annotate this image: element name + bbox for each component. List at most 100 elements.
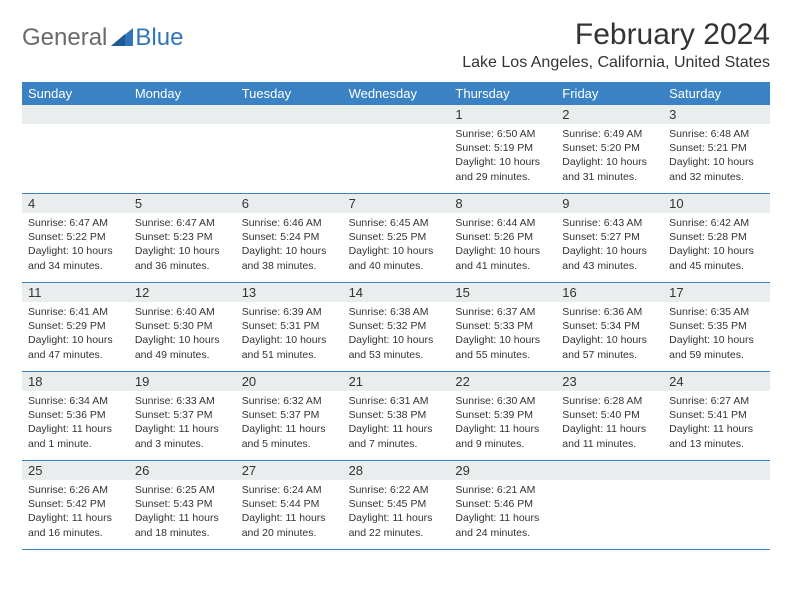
calendar-cell: 10Sunrise: 6:42 AMSunset: 5:28 PMDayligh…: [663, 194, 770, 282]
calendar-cell: 7Sunrise: 6:45 AMSunset: 5:25 PMDaylight…: [343, 194, 450, 282]
day-detail: Sunrise: 6:21 AMSunset: 5:46 PMDaylight:…: [449, 480, 556, 546]
day-number: 4: [22, 194, 129, 213]
day-header: Wednesday: [343, 82, 450, 105]
day-number: 25: [22, 461, 129, 480]
day-number: 15: [449, 283, 556, 302]
daylight-text: Daylight: 10 hours and 59 minutes.: [669, 333, 764, 361]
sunset-text: Sunset: 5:33 PM: [455, 319, 550, 333]
day-number: 22: [449, 372, 556, 391]
day-detail: Sunrise: 6:46 AMSunset: 5:24 PMDaylight:…: [236, 213, 343, 279]
day-detail: Sunrise: 6:43 AMSunset: 5:27 PMDaylight:…: [556, 213, 663, 279]
day-number: [129, 105, 236, 124]
sunset-text: Sunset: 5:41 PM: [669, 408, 764, 422]
daylight-text: Daylight: 10 hours and 36 minutes.: [135, 244, 230, 272]
calendar-cell: 26Sunrise: 6:25 AMSunset: 5:43 PMDayligh…: [129, 461, 236, 549]
day-detail: Sunrise: 6:36 AMSunset: 5:34 PMDaylight:…: [556, 302, 663, 368]
sunrise-text: Sunrise: 6:24 AM: [242, 483, 337, 497]
sunset-text: Sunset: 5:22 PM: [28, 230, 123, 244]
daylight-text: Daylight: 11 hours and 7 minutes.: [349, 422, 444, 450]
day-number: 11: [22, 283, 129, 302]
day-detail: Sunrise: 6:45 AMSunset: 5:25 PMDaylight:…: [343, 213, 450, 279]
sunrise-text: Sunrise: 6:49 AM: [562, 127, 657, 141]
day-number: 19: [129, 372, 236, 391]
calendar-cell: 18Sunrise: 6:34 AMSunset: 5:36 PMDayligh…: [22, 372, 129, 460]
day-number: 24: [663, 372, 770, 391]
calendar-cell: [22, 105, 129, 193]
sunset-text: Sunset: 5:30 PM: [135, 319, 230, 333]
daylight-text: Daylight: 10 hours and 57 minutes.: [562, 333, 657, 361]
sunset-text: Sunset: 5:19 PM: [455, 141, 550, 155]
sunrise-text: Sunrise: 6:43 AM: [562, 216, 657, 230]
day-detail: Sunrise: 6:44 AMSunset: 5:26 PMDaylight:…: [449, 213, 556, 279]
daylight-text: Daylight: 10 hours and 53 minutes.: [349, 333, 444, 361]
calendar-cell: 4Sunrise: 6:47 AMSunset: 5:22 PMDaylight…: [22, 194, 129, 282]
day-number: 18: [22, 372, 129, 391]
day-detail: Sunrise: 6:38 AMSunset: 5:32 PMDaylight:…: [343, 302, 450, 368]
day-number: 16: [556, 283, 663, 302]
daylight-text: Daylight: 11 hours and 3 minutes.: [135, 422, 230, 450]
calendar-row: 18Sunrise: 6:34 AMSunset: 5:36 PMDayligh…: [22, 372, 770, 461]
sunrise-text: Sunrise: 6:42 AM: [669, 216, 764, 230]
daylight-text: Daylight: 11 hours and 18 minutes.: [135, 511, 230, 539]
logo-triangle-icon: [111, 28, 133, 51]
calendar: SundayMondayTuesdayWednesdayThursdayFrid…: [22, 82, 770, 550]
sunrise-text: Sunrise: 6:27 AM: [669, 394, 764, 408]
calendar-cell: 1Sunrise: 6:50 AMSunset: 5:19 PMDaylight…: [449, 105, 556, 193]
title-block: February 2024 Lake Los Angeles, Californ…: [462, 18, 770, 72]
sunset-text: Sunset: 5:32 PM: [349, 319, 444, 333]
sunset-text: Sunset: 5:45 PM: [349, 497, 444, 511]
day-header: Sunday: [22, 82, 129, 105]
day-detail: Sunrise: 6:34 AMSunset: 5:36 PMDaylight:…: [22, 391, 129, 457]
sunset-text: Sunset: 5:46 PM: [455, 497, 550, 511]
day-number: 2: [556, 105, 663, 124]
sunset-text: Sunset: 5:40 PM: [562, 408, 657, 422]
calendar-row: 11Sunrise: 6:41 AMSunset: 5:29 PMDayligh…: [22, 283, 770, 372]
sunrise-text: Sunrise: 6:21 AM: [455, 483, 550, 497]
daylight-text: Daylight: 10 hours and 47 minutes.: [28, 333, 123, 361]
calendar-cell: 28Sunrise: 6:22 AMSunset: 5:45 PMDayligh…: [343, 461, 450, 549]
sunrise-text: Sunrise: 6:30 AM: [455, 394, 550, 408]
day-detail: Sunrise: 6:40 AMSunset: 5:30 PMDaylight:…: [129, 302, 236, 368]
sunset-text: Sunset: 5:24 PM: [242, 230, 337, 244]
daylight-text: Daylight: 10 hours and 31 minutes.: [562, 155, 657, 183]
sunset-text: Sunset: 5:37 PM: [135, 408, 230, 422]
calendar-cell: 27Sunrise: 6:24 AMSunset: 5:44 PMDayligh…: [236, 461, 343, 549]
calendar-cell: 20Sunrise: 6:32 AMSunset: 5:37 PMDayligh…: [236, 372, 343, 460]
day-detail: Sunrise: 6:49 AMSunset: 5:20 PMDaylight:…: [556, 124, 663, 190]
page-title: February 2024: [462, 18, 770, 52]
day-number: 10: [663, 194, 770, 213]
day-detail: Sunrise: 6:47 AMSunset: 5:23 PMDaylight:…: [129, 213, 236, 279]
daylight-text: Daylight: 11 hours and 22 minutes.: [349, 511, 444, 539]
day-detail: Sunrise: 6:37 AMSunset: 5:33 PMDaylight:…: [449, 302, 556, 368]
daylight-text: Daylight: 10 hours and 40 minutes.: [349, 244, 444, 272]
sunset-text: Sunset: 5:35 PM: [669, 319, 764, 333]
daylight-text: Daylight: 11 hours and 9 minutes.: [455, 422, 550, 450]
sunrise-text: Sunrise: 6:34 AM: [28, 394, 123, 408]
day-detail: Sunrise: 6:25 AMSunset: 5:43 PMDaylight:…: [129, 480, 236, 546]
day-detail: Sunrise: 6:26 AMSunset: 5:42 PMDaylight:…: [22, 480, 129, 546]
daylight-text: Daylight: 10 hours and 41 minutes.: [455, 244, 550, 272]
calendar-cell: 23Sunrise: 6:28 AMSunset: 5:40 PMDayligh…: [556, 372, 663, 460]
day-detail: Sunrise: 6:24 AMSunset: 5:44 PMDaylight:…: [236, 480, 343, 546]
sunrise-text: Sunrise: 6:26 AM: [28, 483, 123, 497]
sunset-text: Sunset: 5:31 PM: [242, 319, 337, 333]
sunrise-text: Sunrise: 6:39 AM: [242, 305, 337, 319]
calendar-cell: [129, 105, 236, 193]
calendar-cell: [236, 105, 343, 193]
calendar-cell: 25Sunrise: 6:26 AMSunset: 5:42 PMDayligh…: [22, 461, 129, 549]
day-number: [556, 461, 663, 480]
daylight-text: Daylight: 11 hours and 5 minutes.: [242, 422, 337, 450]
sunrise-text: Sunrise: 6:48 AM: [669, 127, 764, 141]
sunrise-text: Sunrise: 6:44 AM: [455, 216, 550, 230]
calendar-cell: 13Sunrise: 6:39 AMSunset: 5:31 PMDayligh…: [236, 283, 343, 371]
sunrise-text: Sunrise: 6:47 AM: [28, 216, 123, 230]
sunset-text: Sunset: 5:44 PM: [242, 497, 337, 511]
day-number: 1: [449, 105, 556, 124]
calendar-body: 1Sunrise: 6:50 AMSunset: 5:19 PMDaylight…: [22, 105, 770, 550]
daylight-text: Daylight: 10 hours and 43 minutes.: [562, 244, 657, 272]
calendar-cell: [663, 461, 770, 549]
sunset-text: Sunset: 5:27 PM: [562, 230, 657, 244]
day-detail: Sunrise: 6:35 AMSunset: 5:35 PMDaylight:…: [663, 302, 770, 368]
day-number: 6: [236, 194, 343, 213]
day-number: [236, 105, 343, 124]
